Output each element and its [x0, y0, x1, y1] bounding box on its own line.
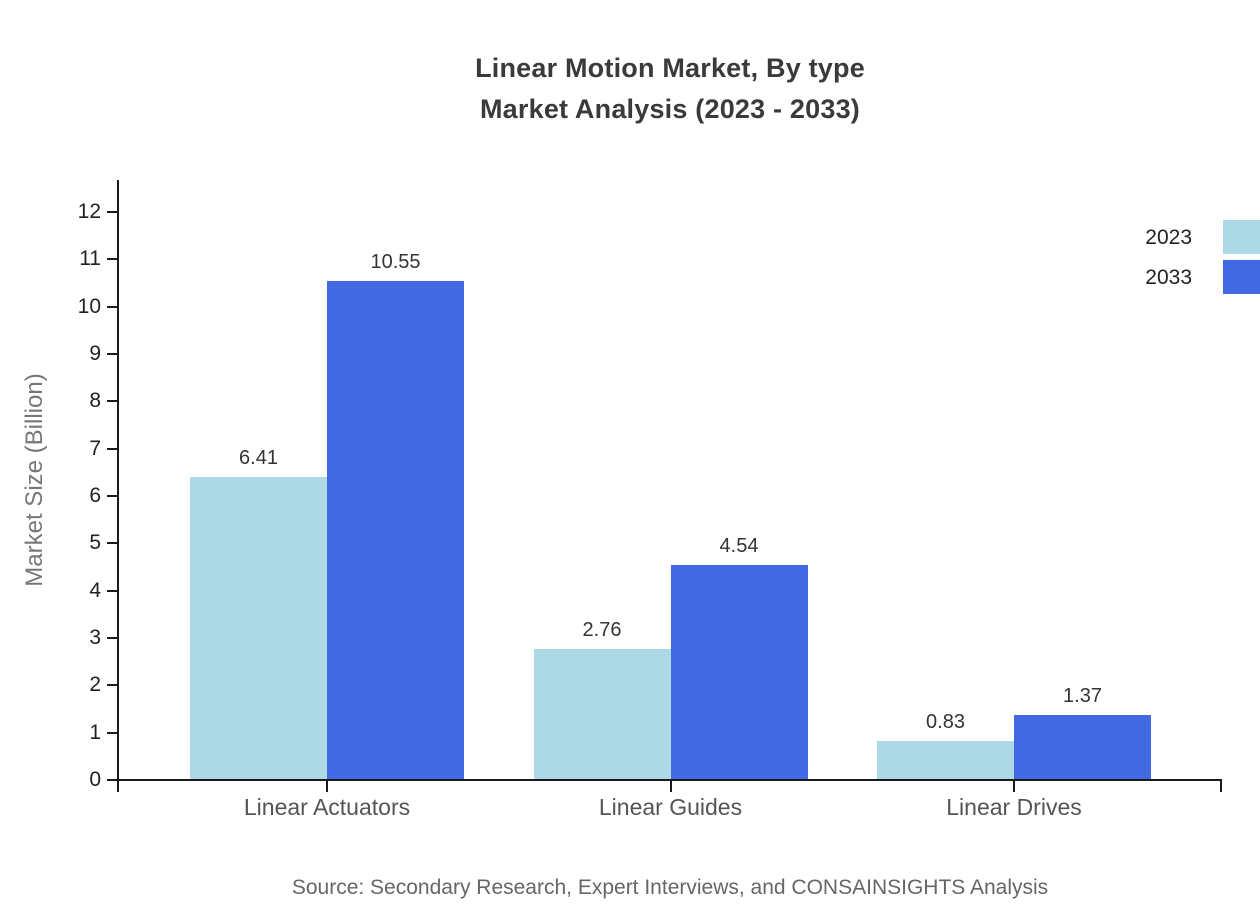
y-tick-11 [107, 258, 119, 261]
y-axis [117, 180, 119, 792]
y-tick-label-10: 10 [77, 294, 101, 318]
y-tick-label-7: 7 [89, 436, 101, 460]
y-tick-label-12: 12 [77, 200, 101, 223]
bar-2033-1 [670, 565, 808, 780]
bar-2033-0 [327, 280, 464, 780]
value-label-2033-0: 10.55 [370, 250, 421, 273]
y-tick-label-0: 0 [89, 768, 101, 791]
y-tick-label-6: 6 [89, 484, 101, 507]
chart-title-line1: Linear Motion Market, By type [475, 53, 865, 83]
y-tick-label-2: 2 [89, 673, 101, 697]
y-tick-8 [107, 400, 119, 403]
y-tick-2 [107, 684, 119, 687]
y-tick-3 [107, 637, 119, 639]
y-tick-label-9: 9 [89, 342, 101, 365]
x-tick-2 [1013, 780, 1015, 792]
legend-label-2023: 2023 [1145, 226, 1192, 249]
y-tick-label-3: 3 [89, 626, 101, 649]
y-tick-label-5: 5 [89, 531, 101, 555]
source-note: Source: Secondary Research, Expert Inter… [291, 876, 1049, 899]
category-label-1: Linear Guides [598, 794, 743, 820]
chart-title: Linear Motion Market, By type Market Ana… [70, 48, 1260, 130]
value-label-2023-1: 2.76 [582, 619, 622, 642]
y-tick-7 [107, 447, 119, 450]
y-tick-6 [107, 495, 119, 497]
x-tick-1 [669, 780, 672, 792]
bar-2033-2 [1014, 715, 1151, 780]
y-tick-label-4: 4 [89, 578, 101, 602]
value-label-2023-2: 0.83 [926, 710, 965, 733]
bar-2023-0 [190, 476, 327, 780]
value-label-2033-2: 1.37 [1063, 685, 1102, 708]
legend-swatch-2023 [1223, 220, 1260, 254]
y-tick-9 [107, 353, 119, 355]
y-tick-1 [107, 731, 119, 734]
x-axis [108, 779, 1222, 781]
legend-swatch-2033 [1223, 260, 1260, 294]
y-tick-10 [107, 305, 119, 308]
y-tick-5 [107, 542, 119, 545]
value-label-2033-1: 4.54 [719, 535, 759, 558]
legend-label-2033: 2033 [1145, 266, 1192, 289]
x-tick-0 [326, 780, 328, 792]
bar-2023-1 [533, 649, 671, 780]
x-axis-end-tick [1220, 779, 1222, 792]
y-axis-title: Market Size (Billion) [21, 373, 48, 587]
category-label-2: Linear Drives [946, 794, 1082, 820]
y-tick-label-8: 8 [89, 389, 101, 413]
y-tick-4 [107, 589, 119, 592]
category-label-0: Linear Actuators [243, 794, 411, 820]
chart-title-line2: Market Analysis (2023 - 2033) [479, 94, 860, 124]
y-tick-12 [107, 211, 119, 213]
y-tick-label-11: 11 [79, 247, 101, 271]
y-tick-label-1: 1 [89, 720, 101, 744]
bar-2023-2 [877, 740, 1014, 780]
value-label-2023-0: 6.41 [239, 446, 278, 469]
